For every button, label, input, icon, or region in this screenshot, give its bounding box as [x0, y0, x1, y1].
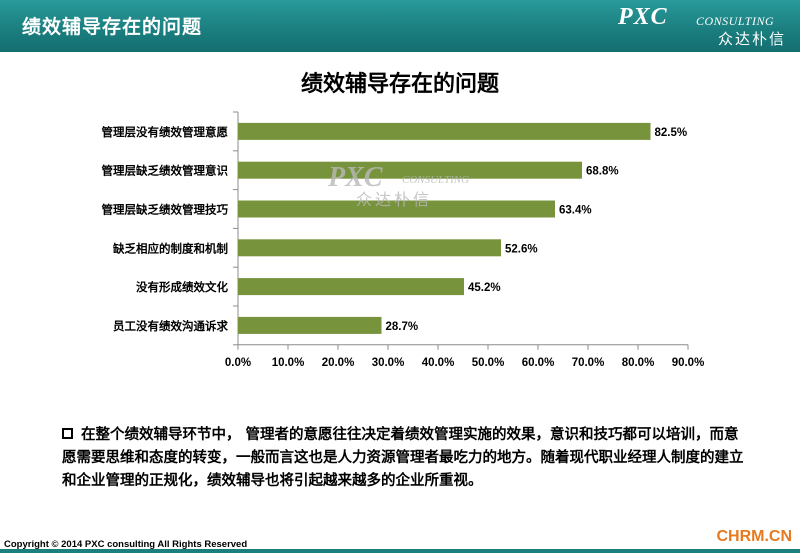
bar — [238, 161, 582, 179]
x-tick-label: 60.0% — [522, 357, 555, 369]
note-paragraph: 在整个绩效辅导环节中， 管理者的意愿往往决定着绩效管理实施的效果，意识和技巧都可… — [62, 424, 752, 493]
bar — [238, 200, 555, 218]
checkbox-bullet-icon — [62, 428, 73, 439]
bar — [238, 278, 464, 296]
page-title: 绩效辅导存在的问题 — [22, 16, 203, 38]
logo-chinese-text: 众达朴信 — [718, 30, 787, 48]
pxc-logo: PXC CONSULTING 众达朴信 — [618, 4, 788, 50]
category-label: 管理层没有绩效管理意愿 — [102, 125, 229, 139]
copyright-text: Copyright © 2014 PXC consulting All Righ… — [4, 539, 248, 550]
bar — [238, 122, 651, 140]
data-label: 28.7% — [386, 321, 419, 333]
logo-pxc-text: PXC — [618, 4, 668, 30]
category-label: 管理层缺乏绩效管理技巧 — [102, 203, 229, 217]
x-tick-label: 20.0% — [322, 357, 355, 369]
data-label: 68.8% — [586, 166, 619, 178]
x-tick-label: 0.0% — [225, 357, 251, 369]
x-tick-label: 90.0% — [672, 357, 705, 369]
category-label: 缺乏相应的制度和机制 — [112, 241, 228, 255]
header-bar: 绩效辅导存在的问题 PXC CONSULTING 众达朴信 — [0, 0, 800, 52]
category-label: 员工没有绩效沟通诉求 — [113, 319, 228, 333]
data-label: 52.6% — [505, 243, 538, 255]
bar — [238, 316, 382, 334]
watermark-pxc-text: PXC — [328, 162, 383, 193]
x-tick-label: 40.0% — [422, 357, 455, 369]
x-tick-label: 70.0% — [572, 357, 605, 369]
category-label: 管理层缺乏绩效管理意识 — [102, 164, 229, 178]
bar — [238, 239, 501, 257]
x-tick-label: 50.0% — [472, 357, 505, 369]
category-label: 没有形成绩效文化 — [136, 280, 228, 294]
footer-divider — [0, 549, 800, 553]
watermark-chinese-text: 众达朴信 — [356, 190, 433, 209]
data-label: 45.2% — [468, 282, 501, 294]
x-tick-label: 10.0% — [272, 357, 305, 369]
watermark-consulting-text: CONSULTING — [402, 174, 470, 186]
note-text: 在整个绩效辅导环节中， 管理者的意愿往往决定着绩效管理实施的效果，意识和技巧都可… — [62, 427, 744, 489]
data-label: 82.5% — [655, 127, 688, 139]
data-label: 63.4% — [559, 205, 592, 217]
logo-consulting-text: CONSULTING — [696, 14, 775, 28]
site-watermark: CHRM.CN — [716, 528, 792, 545]
chart-title: 绩效辅导存在的问题 — [300, 72, 499, 97]
x-tick-label: 80.0% — [622, 357, 655, 369]
x-tick-label: 30.0% — [372, 357, 405, 369]
